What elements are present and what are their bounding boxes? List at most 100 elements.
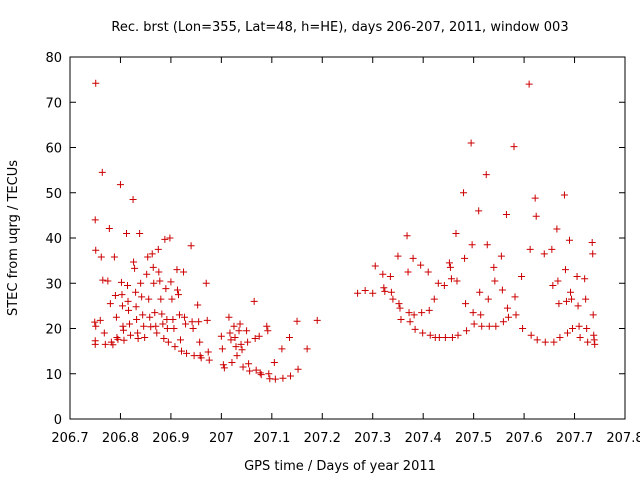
- data-point: [137, 279, 145, 287]
- data-point: [145, 295, 153, 303]
- data-point: [164, 338, 172, 346]
- data-point: [409, 254, 417, 262]
- x-tick-label: 207.7: [556, 431, 593, 446]
- data-point: [404, 268, 412, 276]
- data-point: [354, 289, 362, 297]
- data-point: [541, 338, 549, 346]
- data-point: [183, 349, 191, 357]
- data-point: [127, 331, 135, 339]
- data-point: [98, 168, 106, 176]
- data-point: [566, 236, 573, 244]
- data-point: [590, 331, 598, 339]
- data-point: [195, 318, 203, 326]
- data-point: [405, 309, 413, 317]
- data-point: [548, 245, 556, 253]
- data-point: [110, 253, 118, 261]
- data-point: [131, 264, 139, 272]
- data-point: [568, 295, 576, 303]
- data-point: [519, 325, 527, 332]
- data-point: [461, 254, 469, 262]
- data-point: [139, 311, 147, 319]
- data-point: [468, 241, 476, 249]
- data-point: [475, 207, 483, 215]
- data-point: [97, 253, 105, 261]
- y-tick-label: 50: [45, 187, 62, 202]
- data-point: [144, 253, 152, 261]
- data-point: [140, 322, 148, 330]
- data-point: [141, 334, 149, 342]
- data-point: [563, 329, 571, 337]
- y-tick-labels: 0 10 20 30 40 50 60 70 80: [45, 51, 62, 428]
- data-point: [181, 313, 189, 321]
- y-tick-label: 40: [45, 232, 62, 247]
- data-point: [589, 250, 597, 258]
- data-point: [264, 327, 272, 335]
- data-point: [574, 302, 582, 310]
- data-point: [106, 300, 114, 308]
- data-point: [441, 334, 449, 342]
- data-point: [92, 322, 100, 330]
- data-point: [463, 327, 471, 335]
- data-point: [476, 288, 484, 296]
- x-tick-label: 207.4: [405, 431, 442, 446]
- data-point: [146, 313, 154, 321]
- data-point: [232, 343, 240, 351]
- data-point: [395, 300, 403, 308]
- data-point: [518, 272, 526, 280]
- data-point: [556, 334, 564, 342]
- data-point: [197, 354, 205, 362]
- data-point: [176, 336, 184, 344]
- data-point: [502, 210, 510, 218]
- x-tick-label: 207: [209, 431, 234, 446]
- data-point: [590, 336, 598, 344]
- data-point: [256, 369, 264, 377]
- data-point: [499, 318, 507, 326]
- data-point: [237, 340, 245, 348]
- data-point: [202, 279, 210, 287]
- data-point: [126, 320, 134, 328]
- data-point: [163, 315, 171, 323]
- data-point: [583, 325, 591, 332]
- data-point: [490, 263, 498, 271]
- data-point: [190, 352, 198, 360]
- data-point: [116, 181, 124, 189]
- data-point: [239, 363, 247, 371]
- data-point: [410, 311, 418, 319]
- chart-title: Rec. brst (Lon=355, Lat=48, h=HE), days …: [111, 20, 568, 35]
- y-tick-label: 10: [45, 368, 62, 383]
- x-tick-label: 207.8: [606, 431, 640, 446]
- data-point: [189, 325, 197, 332]
- data-point: [435, 334, 443, 342]
- data-point: [549, 282, 557, 290]
- y-tick-label: 30: [45, 277, 62, 292]
- y-tick-label: 0: [54, 413, 62, 428]
- data-point: [567, 288, 575, 296]
- data-point: [560, 191, 568, 199]
- data-point: [117, 278, 125, 286]
- data-point: [123, 229, 131, 237]
- data-point: [188, 318, 196, 326]
- data-point: [236, 320, 244, 328]
- data-point: [119, 326, 127, 334]
- x-tick-labels: 206.7 206.8 206.9 207 207.1 207.2 207.3 207.4 20…: [51, 431, 640, 446]
- data-point: [118, 302, 126, 310]
- data-point: [582, 295, 590, 303]
- data-point: [118, 291, 126, 299]
- data-point: [169, 315, 177, 323]
- data-point: [589, 311, 597, 319]
- data-point: [440, 282, 448, 290]
- data-point: [497, 252, 505, 260]
- data-point: [588, 239, 596, 247]
- data-point: [134, 329, 142, 337]
- data-point: [120, 336, 128, 344]
- data-point: [562, 297, 570, 305]
- data-point: [150, 279, 158, 287]
- data-point: [531, 194, 539, 202]
- data-point: [124, 282, 132, 290]
- data-point: [92, 79, 100, 87]
- data-point: [161, 235, 169, 243]
- data-point: [424, 268, 432, 276]
- data-point: [386, 272, 394, 280]
- data-point: [203, 316, 211, 324]
- data-point: [448, 334, 456, 342]
